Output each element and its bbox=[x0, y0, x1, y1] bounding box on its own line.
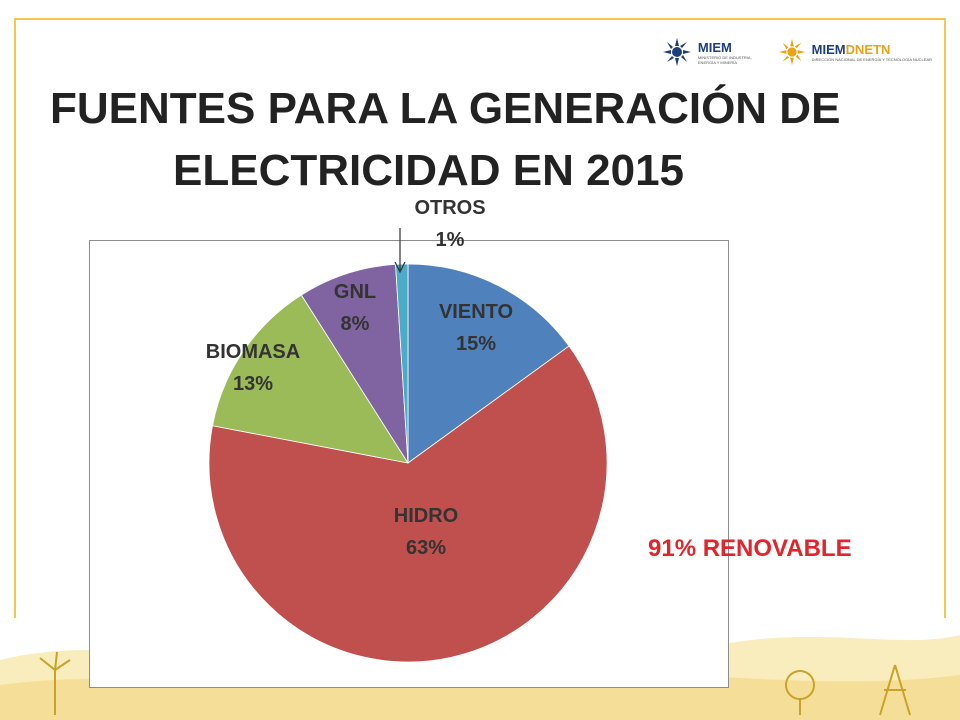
miem-logo-sub2: ENERGÍA Y MINERÍA bbox=[697, 59, 738, 65]
pie-label-category-biomasa: BIOMASA bbox=[206, 341, 300, 363]
pie-label-value-otros: 1% bbox=[436, 229, 465, 251]
miem-logo-text: MIEM bbox=[697, 39, 732, 55]
pie-label-category-hidro: HIDRO bbox=[394, 505, 458, 527]
miem-sun-icon bbox=[662, 38, 691, 66]
pie-slice-otros bbox=[395, 263, 409, 464]
pie-label-value-hidro: 63% bbox=[406, 537, 446, 559]
pie-label-category-viento: VIENTO bbox=[439, 301, 513, 323]
miem-logo-sub1: MINISTERIO DE INDUSTRIA, bbox=[697, 54, 752, 60]
pie-label-category-gnl: GNL bbox=[334, 281, 376, 303]
pie-slices bbox=[208, 263, 608, 663]
renewable-annotation: 91% RENOVABLE bbox=[648, 535, 852, 562]
pie-slice-hidro bbox=[208, 345, 608, 663]
pie-label-category-otros: OTROS bbox=[414, 197, 485, 219]
pie-slice-viento bbox=[407, 263, 570, 464]
miemdnetn-logo-main: MIEM bbox=[811, 42, 846, 57]
otros-leader-arrowhead bbox=[394, 261, 406, 274]
miemdnetn-logo: MIEMDNETN DIRECCIÓN NACIONAL DE ENERGÍA … bbox=[778, 38, 932, 66]
pie-label-value-gnl: 8% bbox=[341, 313, 370, 335]
miemdnetn-logo-text: MIEMDNETN bbox=[812, 42, 932, 57]
slide-title-line2: ELECTRICIDAD EN 2015 bbox=[173, 146, 685, 195]
pie-label-value-viento: 15% bbox=[456, 333, 496, 355]
frame-right-line bbox=[944, 18, 946, 618]
logo-group: MIEM MINISTERIO DE INDUSTRIA, ENERGÍA Y … bbox=[662, 30, 932, 74]
slide-title: FUENTES PARA LA GENERACIÓN DE ELECTRICID… bbox=[40, 78, 860, 202]
miemdnetn-sun-icon bbox=[778, 38, 805, 66]
miem-logo: MIEM MINISTERIO DE INDUSTRIA, ENERGÍA Y … bbox=[662, 37, 752, 67]
miemdnetn-logo-sub: DIRECCIÓN NACIONAL DE ENERGÍA Y TECNOLOG… bbox=[811, 57, 932, 62]
pie-slice-gnl bbox=[300, 263, 409, 464]
slide-title-line1: FUENTES PARA LA GENERACIÓN DE bbox=[50, 84, 841, 133]
miemdnetn-logo-accent: DNETN bbox=[845, 42, 891, 57]
pie-labels: VIENTO 15% HIDRO 63% BIOMASA 13% GNL 8% OTROS 1% bbox=[206, 197, 513, 559]
pie-slice-biomasa bbox=[212, 294, 409, 464]
frame-top-line bbox=[14, 18, 946, 20]
frame-left-line bbox=[14, 18, 16, 618]
pie-label-value-biomasa: 13% bbox=[233, 373, 273, 395]
